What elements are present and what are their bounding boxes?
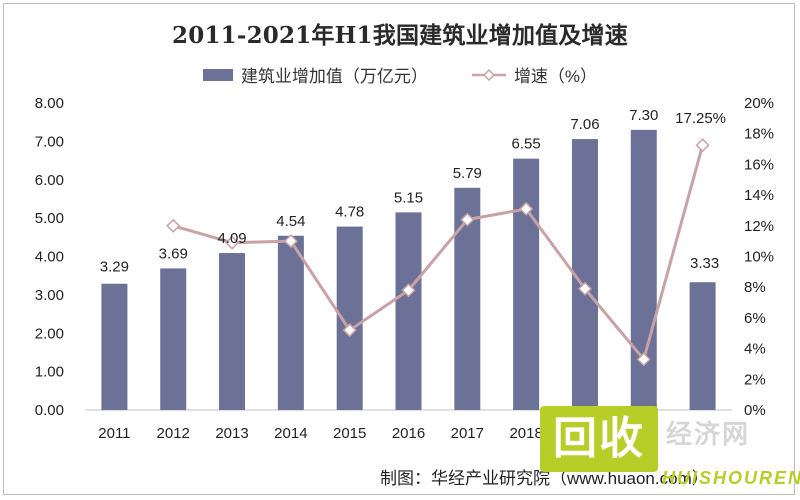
- legend-label-bar: 建筑业增加值（万亿元）: [240, 67, 428, 86]
- x-tick-label: 2015: [333, 425, 366, 442]
- growth-rate-point: [636, 352, 651, 367]
- x-tick-label: 2012: [157, 425, 190, 442]
- bar: [277, 235, 304, 410]
- y-right-tick-label: 14%: [744, 187, 774, 204]
- growth-rate-point: [342, 323, 357, 338]
- y-left-tick-label: 4.00: [35, 249, 64, 266]
- y-right-tick-label: 2%: [744, 371, 766, 388]
- bar-value-label: 4.78: [335, 204, 364, 221]
- y-right-tick-label: 8%: [744, 279, 766, 296]
- y-right-tick-label: 4%: [744, 341, 766, 358]
- bar: [513, 158, 540, 410]
- x-tick-label: 2018: [509, 425, 542, 442]
- x-tick-label: 2013: [215, 425, 248, 442]
- bar: [630, 129, 657, 411]
- legend-bar-swatch: [202, 68, 233, 81]
- y-left-tick-label: 2.00: [35, 325, 64, 342]
- x-tick-label: 202: [631, 425, 656, 442]
- y-left-tick-label: 1.00: [35, 364, 64, 381]
- y-right-tick-label: 18%: [744, 126, 774, 143]
- y-left-tick-label: 6.00: [35, 172, 64, 189]
- y-left-tick-label: 8.00: [35, 95, 64, 112]
- chart-frame: [3, 3, 795, 495]
- y-right-tick-label: 20%: [744, 95, 774, 112]
- bar-value-label: 3.69: [159, 245, 188, 262]
- y-left-tick-label: 3.00: [35, 287, 64, 304]
- bar-value-label: 3.33: [690, 255, 719, 272]
- legend-item-bar: 建筑业增加值（万亿元）: [202, 62, 428, 87]
- y-right-tick-label: 10%: [744, 249, 774, 266]
- x-tick-label: 2014: [274, 425, 307, 442]
- bar: [689, 282, 716, 410]
- legend-line-swatch: [471, 68, 506, 81]
- y-left-tick-label: 0.00: [35, 402, 64, 419]
- legend-label-line: 增速（%）: [513, 67, 598, 86]
- growth-rate-point: [166, 218, 181, 233]
- growth-rate-point: [519, 201, 534, 216]
- bar-value-label: 5.15: [394, 189, 423, 206]
- growth-rate-point: [401, 283, 416, 298]
- legend-item-line: 增速（%）: [471, 62, 598, 87]
- bar-value-label: 6.55: [512, 136, 541, 153]
- y-right-tick-label: 0%: [744, 402, 766, 419]
- bar-value-label: 7.06: [570, 116, 599, 133]
- growth-rate-point: [695, 138, 710, 153]
- growth-rate-point: [224, 235, 240, 250]
- growth-rate-point: [460, 212, 475, 227]
- growth-rate-line: [172, 144, 705, 361]
- x-tick-label: 2017: [451, 425, 484, 442]
- y-left-tick-label: 7.00: [35, 133, 64, 150]
- chart-title: 2011-2021年H1我国建筑业增加值及增速: [172, 22, 628, 49]
- bar: [160, 268, 187, 410]
- x-tick-label: 2016: [392, 425, 425, 442]
- bar: [219, 253, 246, 410]
- bar: [395, 212, 422, 410]
- source-credit: 制图：华经产业研究院（www.huaon.com）: [380, 469, 709, 488]
- growth-rate-label: 17.25%: [675, 110, 726, 127]
- y-left-tick-label: 5.00: [35, 210, 64, 227]
- growth-rate-point: [577, 281, 593, 296]
- bar-value-label: 7.30: [629, 107, 658, 124]
- x-tick-label: 2011: [98, 425, 130, 442]
- bar-value-label: 4.09: [217, 230, 246, 247]
- legend: 建筑业增加值（万亿元） 增速（%）: [0, 62, 800, 87]
- y-right-tick-label: 12%: [744, 218, 774, 235]
- bar-value-label: 5.79: [453, 165, 482, 182]
- y-right-tick-label: 6%: [744, 310, 766, 327]
- bar: [101, 283, 128, 410]
- bar-value-label: 3.29: [100, 259, 129, 276]
- growth-rate-point: [283, 234, 298, 249]
- y-right-tick-label: 16%: [744, 156, 774, 173]
- bar-value-label: 4.54: [276, 213, 305, 230]
